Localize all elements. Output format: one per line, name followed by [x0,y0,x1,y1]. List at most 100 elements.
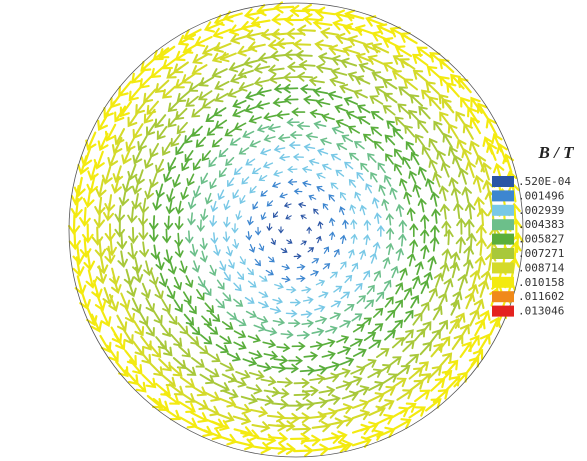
field-arrow [340,57,358,68]
field-arrow [114,128,126,146]
field-arrow [166,188,176,203]
field-arrow [222,292,232,302]
field-arrow [348,178,357,188]
field-arrow [313,120,327,129]
field-arrow [373,140,385,152]
field-arrow [463,245,475,264]
field-arrow [414,389,431,403]
field-arrow [308,76,325,87]
field-arrow [167,311,178,326]
field-arrow [351,423,372,435]
field-arrow [473,196,485,215]
field-arrow [472,174,484,193]
field-arrow [246,267,255,276]
legend-title: B / T [538,143,575,162]
field-arrow [313,208,319,215]
field-arrow [281,412,301,424]
field-arrow [118,80,132,98]
field-arrow [364,429,384,441]
field-arrow [132,148,143,165]
field-arrow [253,323,267,332]
field-arrow [149,142,160,159]
field-arrow [285,27,306,40]
field-arrow [398,86,413,98]
field-arrow [146,394,164,409]
field-arrow [349,338,364,347]
field-arrow [158,45,176,59]
field-arrow [301,319,314,328]
field-arrow [160,373,177,387]
field-arrow [267,442,288,455]
field-arrow [301,286,312,294]
field-arrow [354,191,361,202]
field-arrow [190,385,207,397]
field-arrow [276,343,291,353]
field-arrow [260,376,277,387]
field-arrow [209,215,218,227]
field-arrow [358,62,375,73]
field-arrow [254,258,262,267]
field-arrow [314,304,326,313]
field-arrow [439,262,450,279]
field-arrow [201,98,216,109]
field-arrow [135,99,148,115]
field-arrow [233,341,247,350]
field-arrow [367,54,385,65]
field-arrow [474,255,486,274]
field-arrow [432,171,442,188]
legend-swatch [492,190,514,202]
field-arrow [79,206,91,228]
field-arrow [359,204,367,216]
field-arrow [300,240,307,246]
field-arrow [356,295,366,304]
field-arrow [193,185,202,199]
field-arrow [456,217,467,235]
field-arrow [203,21,224,33]
field-arrow [330,182,339,190]
field-arrow [239,256,246,266]
field-arrow [181,72,197,84]
field-arrow [189,324,201,336]
field-arrow [328,194,336,202]
field-arrow [241,176,250,185]
field-arrow [225,246,233,257]
field-arrow [315,316,328,324]
field-arrow [465,160,476,179]
field-arrow [149,270,159,286]
field-arrow [311,365,328,375]
field-arrow [213,107,227,117]
field-arrow [474,318,486,337]
field-arrow [116,232,128,250]
field-arrow [350,218,358,230]
field-arrow [430,377,446,392]
field-arrow [468,140,480,159]
field-arrow [185,230,194,244]
field-arrow [399,58,416,70]
field-arrow [258,175,268,182]
field-arrow [462,122,474,140]
field-arrow [117,250,128,269]
field-arrow [298,60,316,71]
field-arrow [200,208,209,222]
field-arrow [291,107,306,117]
field-arrow [399,178,408,192]
field-arrow [478,279,490,298]
field-arrow [418,105,431,120]
field-arrow [296,71,314,82]
field-arrow [341,134,354,143]
field-arrow [354,75,371,85]
field-arrow [218,148,229,158]
field-arrow [333,285,343,293]
field-arrow [339,320,352,328]
field-arrow [325,361,341,371]
field-arrow [156,125,168,141]
field-arrow [417,197,427,213]
field-arrow [149,172,159,189]
field-arrow [398,219,408,233]
field-arrow [266,411,286,423]
field-arrow [316,172,326,180]
field-arrow [489,316,501,336]
field-arrow [384,134,396,146]
field-arrow [303,143,316,152]
